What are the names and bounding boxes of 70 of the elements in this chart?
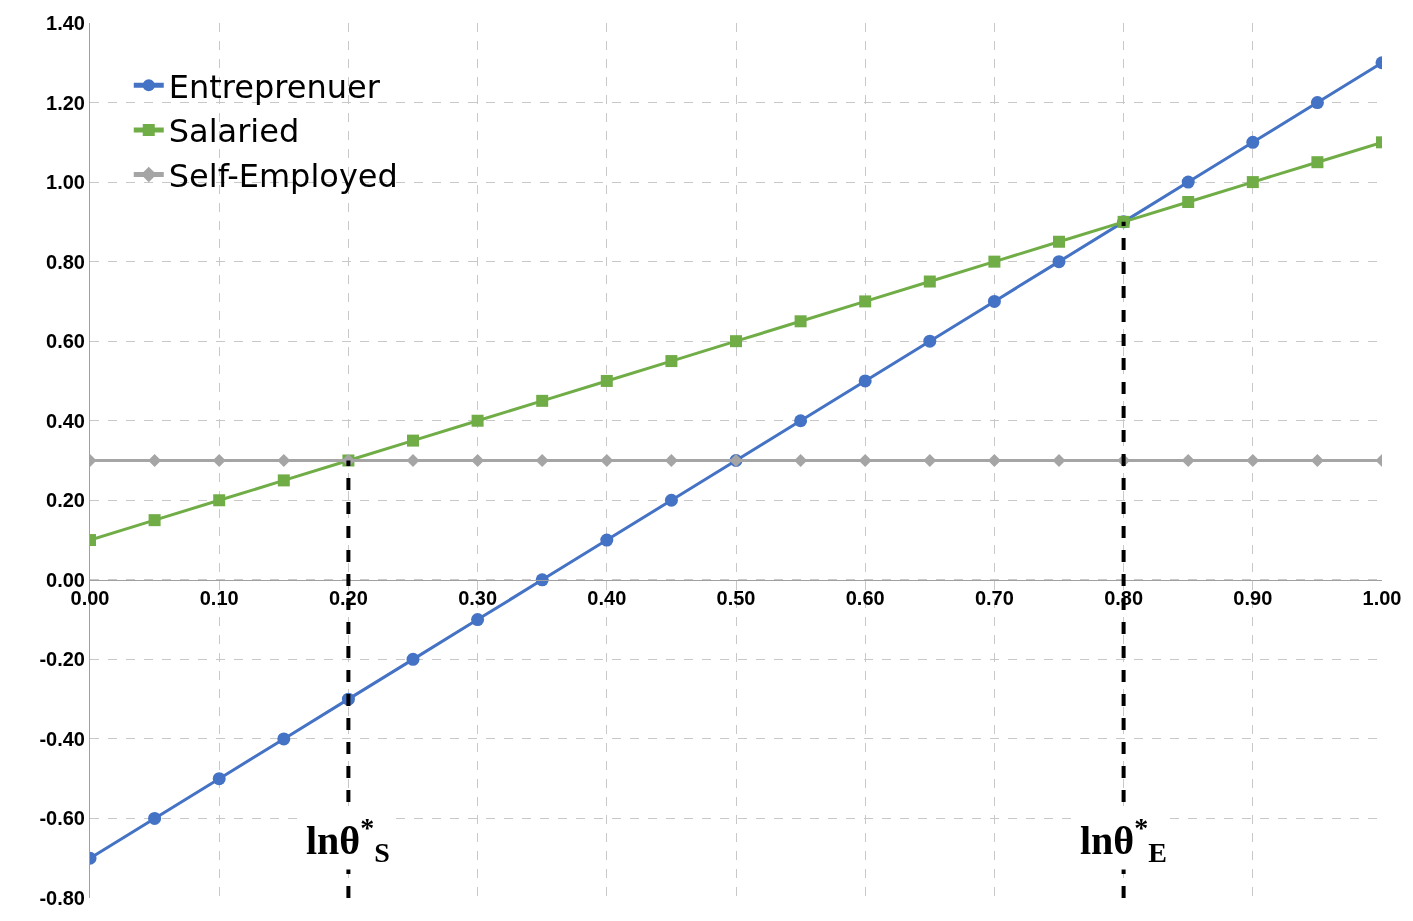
point: [471, 613, 485, 627]
y-tick-label: 0.20: [46, 489, 85, 512]
point: [858, 374, 872, 388]
point: [859, 295, 872, 308]
y-tick-label: -0.60: [39, 807, 85, 830]
point: [1181, 454, 1195, 467]
point: [987, 454, 1001, 467]
point: [988, 255, 1001, 268]
point: [1311, 156, 1324, 169]
y-tick-label: 0.40: [46, 409, 85, 432]
y-tick-label: -0.20: [39, 648, 85, 671]
point: [987, 294, 1001, 308]
x-tick-label: 0.40: [587, 586, 627, 609]
legend-label: Self-Employed: [168, 156, 398, 195]
point: [794, 315, 807, 328]
point: [148, 811, 162, 825]
point: [600, 533, 614, 547]
point: [1182, 195, 1195, 208]
point: [1181, 175, 1195, 189]
y-tick-label: 1.00: [46, 171, 85, 194]
point: [1310, 454, 1324, 467]
point: [1052, 454, 1066, 467]
x-tick-label: 0.30: [458, 586, 498, 609]
point: [277, 732, 291, 746]
point: [794, 454, 808, 467]
point: [858, 454, 872, 467]
y-tick-label: 1.20: [46, 91, 85, 114]
point: [730, 335, 742, 348]
point: [664, 454, 678, 467]
point: [471, 454, 485, 467]
point: [535, 454, 549, 467]
point: [471, 414, 484, 427]
point: [277, 454, 291, 467]
point: [277, 474, 290, 487]
x-tick-label: 0.10: [199, 586, 239, 609]
point: [1246, 454, 1260, 467]
x-tick-label: 0.60: [845, 586, 885, 609]
point: [664, 493, 678, 507]
point: [148, 454, 162, 467]
x-tick-label: 0.50: [716, 586, 756, 609]
point: [600, 454, 614, 467]
point: [1310, 96, 1324, 110]
point: [406, 454, 420, 467]
point: [923, 454, 937, 467]
point: [406, 652, 420, 666]
point: [923, 334, 937, 348]
x-tick-label: 1.00: [1362, 586, 1402, 609]
point: [212, 454, 226, 467]
point: [923, 275, 936, 288]
point: [794, 414, 808, 428]
point: [1246, 135, 1260, 149]
y-tick-label: -0.40: [39, 727, 85, 750]
point: [1052, 255, 1066, 269]
legend-label: Entreprenuer: [168, 67, 381, 106]
y-tick-label: -0.80: [39, 887, 85, 909]
point: [213, 494, 226, 507]
point: [148, 514, 161, 527]
x-tick-label: 0.90: [1233, 586, 1273, 609]
point: [536, 394, 549, 407]
x-tick-label: 0.70: [974, 586, 1014, 609]
point: [212, 772, 226, 786]
point: [600, 374, 613, 387]
point: [665, 355, 678, 368]
y-tick-label: 0.80: [46, 250, 85, 273]
y-tick-label: 0.60: [46, 330, 85, 353]
y-tick-label: 1.40: [46, 12, 85, 34]
point: [407, 434, 419, 447]
legend-label: Salaried: [168, 112, 300, 151]
point: [1246, 176, 1259, 189]
point: [1053, 235, 1065, 248]
